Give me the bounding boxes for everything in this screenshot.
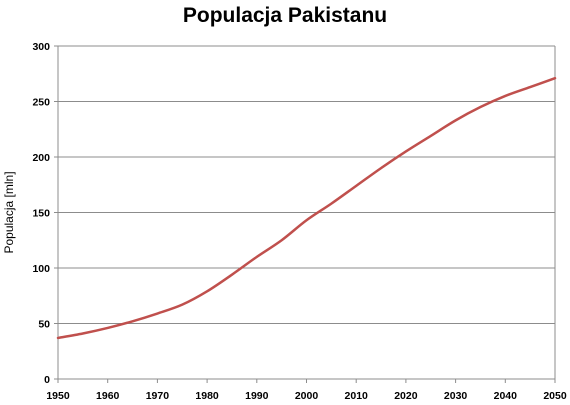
y-tick-label: 0: [44, 374, 50, 386]
y-tick-label: 200: [32, 152, 50, 164]
x-tick-label: 2050: [543, 390, 567, 402]
y-tick-label: 50: [38, 319, 50, 331]
y-tick-label: 250: [32, 97, 50, 109]
y-tick-label: 100: [32, 263, 50, 275]
series-line-0: [56, 76, 557, 340]
x-tick-label: 2040: [494, 390, 518, 402]
x-tick-label: 2030: [444, 390, 468, 402]
y-tick-label: 150: [32, 208, 50, 220]
x-tick-label: 1970: [146, 390, 170, 402]
x-tick-label: 2020: [394, 390, 418, 402]
x-tick-label: 1950: [46, 390, 70, 402]
x-tick-label: 1990: [245, 390, 269, 402]
chart-title: Populacja Pakistanu: [182, 4, 388, 27]
x-tick-label: 1980: [195, 390, 219, 402]
x-tick-label: 2010: [345, 390, 369, 402]
y-tick-label: 300: [32, 41, 50, 53]
x-tick-label: 2000: [295, 390, 319, 402]
y-axis-title: Populacja [mln]: [2, 171, 16, 253]
x-tick-label: 1960: [96, 390, 120, 402]
